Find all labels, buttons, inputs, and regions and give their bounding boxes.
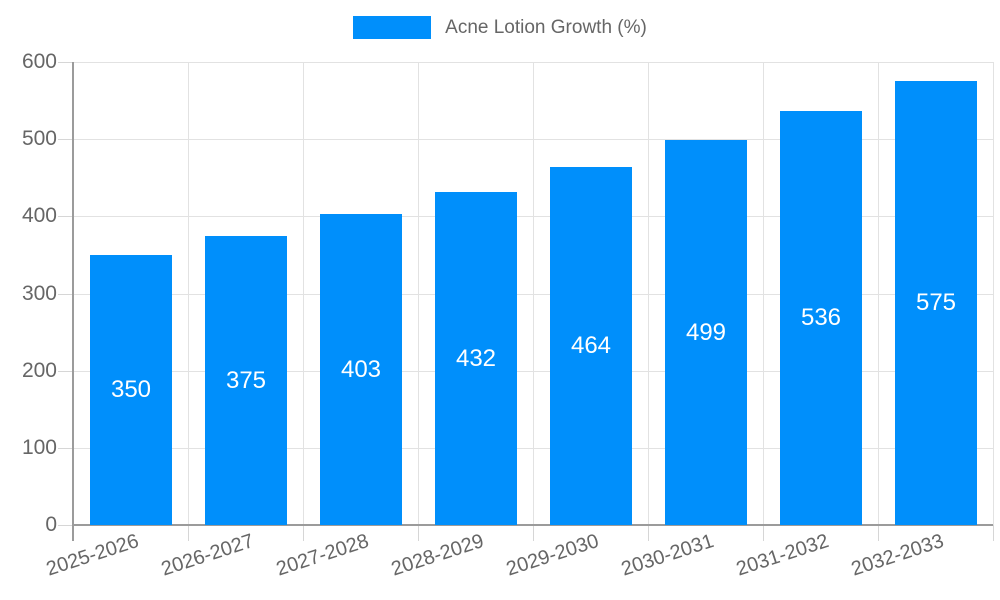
gridline-vertical: [188, 62, 189, 525]
x-axis-tick: [303, 525, 304, 541]
bar-value-label: 536: [800, 304, 842, 331]
y-axis-label: 0: [45, 513, 57, 536]
x-axis-tick: [188, 525, 189, 541]
x-axis-label: 2028-2029: [389, 530, 487, 581]
y-axis-label: 400: [21, 204, 57, 227]
bar[interactable]: [780, 111, 862, 525]
y-axis-label: 300: [21, 282, 57, 305]
x-axis-tick: [993, 525, 994, 541]
y-axis-label: 500: [21, 127, 57, 150]
bar[interactable]: [90, 255, 172, 525]
y-axis-label: 100: [21, 436, 57, 459]
y-axis-tick: [58, 139, 73, 140]
x-axis-tick: [763, 525, 764, 541]
y-axis-line: [72, 62, 74, 541]
gridline-vertical: [303, 62, 304, 525]
legend[interactable]: Acne Lotion Growth (%): [0, 16, 1000, 39]
gridline-vertical: [993, 62, 994, 525]
x-axis-tick: [878, 525, 879, 541]
y-axis-label: 200: [21, 359, 57, 382]
gridline-vertical: [418, 62, 419, 525]
bar[interactable]: [895, 81, 977, 525]
bar-value-label: 499: [685, 319, 727, 346]
bar[interactable]: [665, 140, 747, 525]
bar[interactable]: [205, 236, 287, 525]
bar-value-label: 403: [340, 356, 382, 383]
bar[interactable]: [320, 214, 402, 525]
x-axis-line: [73, 524, 993, 526]
bar-value-label: 432: [455, 345, 497, 372]
x-axis-tick: [648, 525, 649, 541]
y-axis-tick: [58, 216, 73, 217]
x-axis-label: 2032-2033: [849, 530, 947, 581]
bar-value-label: 464: [570, 332, 612, 359]
y-axis-label: 600: [21, 50, 57, 73]
legend-label: Acne Lotion Growth (%): [445, 17, 647, 38]
gridline-vertical: [763, 62, 764, 525]
bar[interactable]: [550, 167, 632, 525]
x-axis-label: 2026-2027: [159, 530, 257, 581]
x-axis-label: 2031-2032: [734, 530, 832, 581]
y-axis-tick: [58, 62, 73, 63]
bar-value-label: 350: [110, 376, 152, 403]
bar-value-label: 575: [915, 289, 957, 316]
y-axis-tick: [58, 371, 73, 372]
y-axis-tick: [58, 448, 73, 449]
x-axis-label: 2029-2030: [504, 530, 602, 581]
gridline-vertical: [878, 62, 879, 525]
x-axis-label: 2027-2028: [274, 530, 372, 581]
x-axis-label: 2030-2031: [619, 530, 717, 581]
y-axis-tick: [58, 294, 73, 295]
legend-swatch-icon: [353, 16, 432, 39]
bar-value-label: 375: [225, 367, 267, 394]
gridline-vertical: [533, 62, 534, 525]
gridline-vertical: [648, 62, 649, 525]
x-axis-tick: [418, 525, 419, 541]
bar[interactable]: [435, 192, 517, 525]
y-axis-tick: [58, 525, 73, 526]
x-axis-label: 2025-2026: [44, 530, 142, 581]
x-axis-tick: [533, 525, 534, 541]
